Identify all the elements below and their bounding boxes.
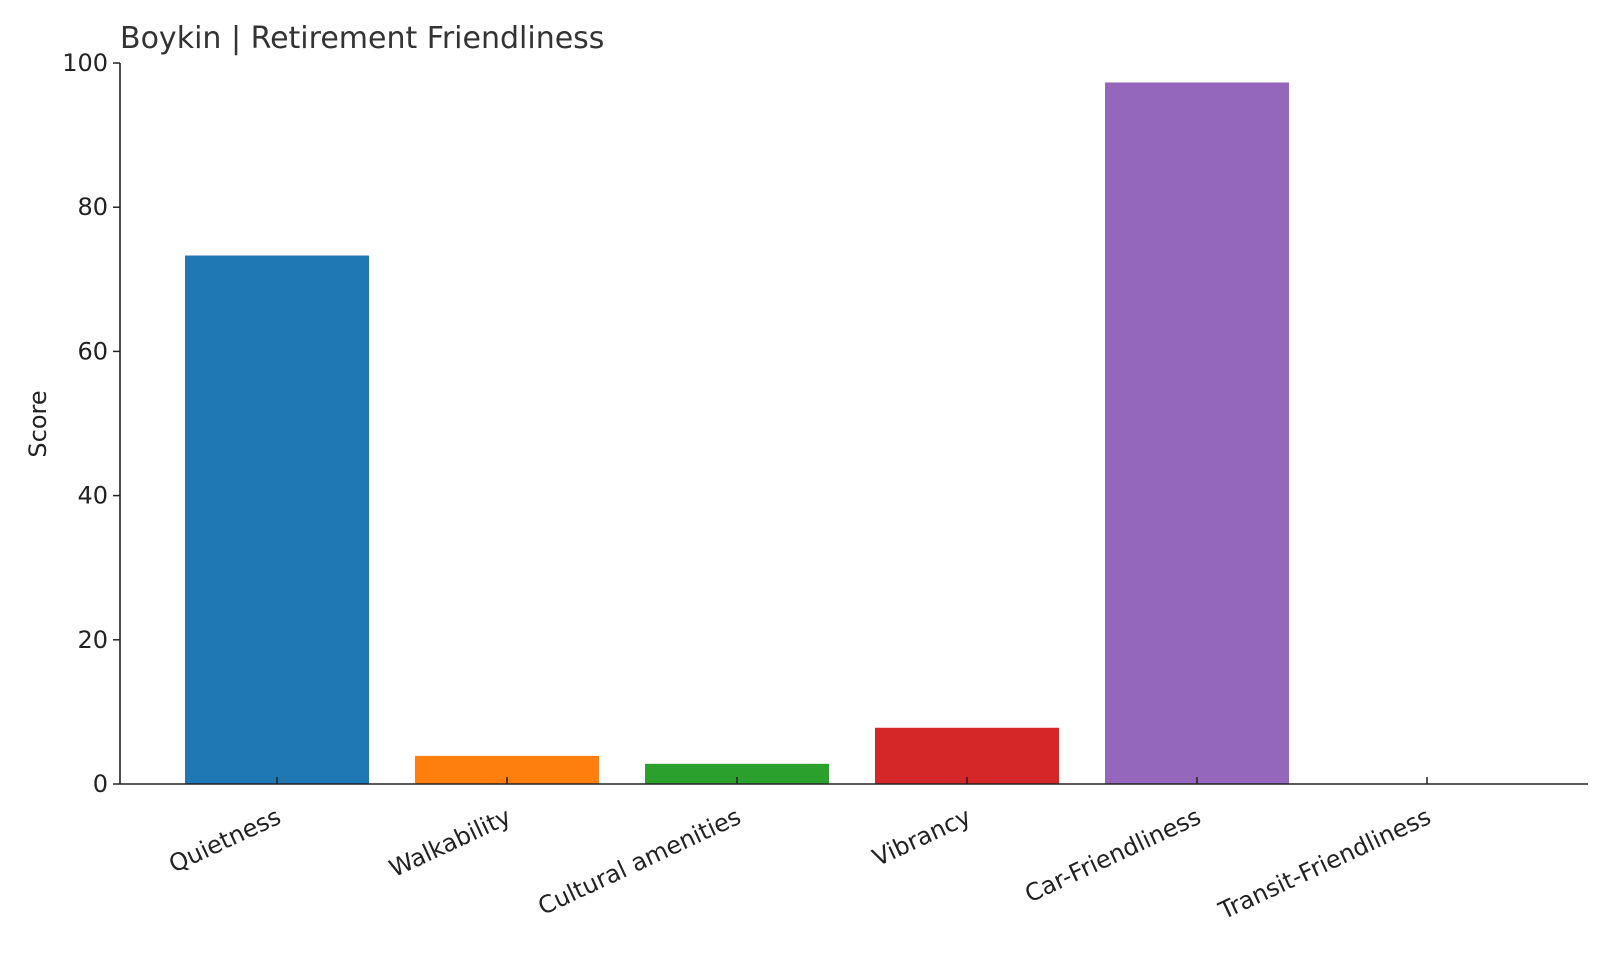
- y-axis-label: Score: [24, 390, 52, 457]
- y-tick-label: 60: [77, 337, 108, 365]
- y-tick-label: 20: [77, 626, 108, 654]
- y-tick-label: 80: [77, 193, 108, 221]
- chart-title: Boykin | Retirement Friendliness: [120, 21, 604, 56]
- x-tick-label: Transit-Friendliness: [1214, 802, 1435, 925]
- y-tick-label: 40: [77, 482, 108, 510]
- x-tick-label: Vibrancy: [868, 802, 975, 872]
- x-tick-label: Car-Friendliness: [1021, 802, 1206, 908]
- x-tick-label: Quietness: [165, 802, 286, 878]
- bar-cultural-amenities: [645, 763, 829, 784]
- axes-layer: [119, 63, 1588, 785]
- y-tick-label: 100: [62, 49, 108, 77]
- y-tick-label: 0: [93, 770, 108, 798]
- bars-layer: [185, 82, 1289, 785]
- x-tick-label: Cultural amenities: [534, 802, 745, 920]
- bar-car-friendliness: [1105, 82, 1289, 785]
- bar-vibrancy: [875, 727, 1059, 784]
- x-tick-label: Walkability: [385, 802, 515, 883]
- bar-quietness: [185, 255, 369, 784]
